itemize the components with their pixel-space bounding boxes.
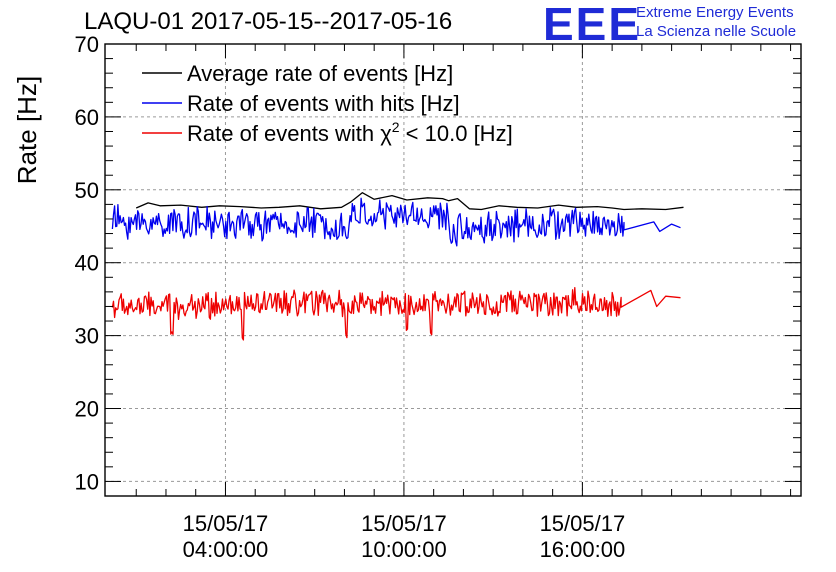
legend-label-superscript: 2 [392, 119, 400, 135]
x-tick-date: 15/05/17 [183, 511, 269, 536]
y-tick-label: 10 [75, 469, 99, 494]
y-tick-label: 50 [75, 178, 99, 203]
series-lines [111, 192, 684, 341]
y-tick-label: 60 [75, 105, 99, 130]
legend-label-main: Average rate of events [Hz] [187, 61, 453, 86]
legend-label-main: Rate of events with hits [Hz] [187, 91, 460, 116]
axis-ticks [105, 43, 801, 496]
axis-labels: 1020304050607015/05/1704:00:0015/05/1710… [75, 32, 626, 562]
logo-caption-line2: La Scienza nelle Scuole [636, 23, 797, 40]
y-tick-label: 30 [75, 324, 99, 349]
legend: Average rate of events [Hz] Rate of event… [142, 61, 513, 146]
chart-title: LAQU-01 2017-05-15--2017-05-16 [84, 8, 453, 35]
x-tick-time: 10:00:00 [361, 537, 447, 562]
legend-label-tail: < 10.0 [Hz] [400, 121, 513, 146]
x-tick-time: 04:00:00 [183, 537, 269, 562]
grid [105, 44, 801, 496]
eee-logo: EEE [543, 0, 642, 50]
series-line-0 [135, 192, 684, 211]
series-line-1 [111, 197, 681, 247]
x-tick-date: 15/05/17 [361, 511, 447, 536]
legend-label-0: Average rate of events [Hz] [187, 61, 453, 86]
y-tick-label: 70 [75, 32, 99, 57]
x-tick-date: 15/05/17 [540, 511, 626, 536]
y-tick-label: 40 [75, 251, 99, 276]
y-tick-label: 20 [75, 397, 99, 422]
plot-frame [104, 43, 802, 497]
y-axis-title: Rate [Hz] [12, 76, 42, 184]
legend-label-1: Rate of events with hits [Hz] [187, 91, 460, 116]
logo-caption-line1: Extreme Energy Events [636, 4, 794, 21]
series-line-2 [111, 287, 681, 341]
legend-label-2: Rate of events with χ2 < 10.0 [Hz] [187, 119, 513, 146]
x-tick-time: 16:00:00 [540, 537, 626, 562]
legend-label-main: Rate of events with χ [187, 121, 392, 146]
